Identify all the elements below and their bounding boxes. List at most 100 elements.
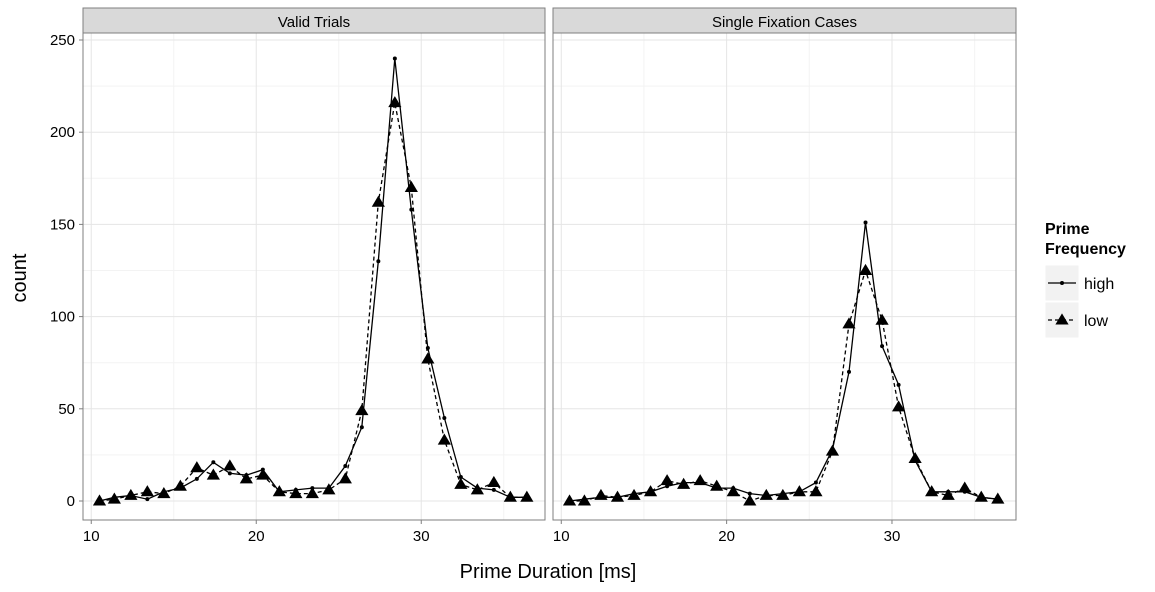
legend-marker-dot — [1060, 281, 1064, 285]
legend-title-line1: Prime — [1045, 221, 1090, 238]
panel-background — [83, 33, 545, 520]
data-point-low — [958, 481, 972, 493]
panels-layer: Valid Trials 10 20 30 0 50 100 150 200 250 Single … — [50, 7, 1017, 545]
data-point-low — [503, 490, 517, 502]
data-point-high — [343, 463, 348, 468]
data-point-low — [809, 485, 823, 497]
panel-title: Single Fixation Cases — [712, 14, 857, 31]
data-point-low — [157, 486, 171, 499]
data-point-low — [792, 485, 806, 497]
data-point-low — [256, 468, 270, 480]
data-point-low — [660, 474, 674, 486]
legend-entry-high: high — [1044, 264, 1114, 302]
data-point-low — [925, 485, 939, 497]
data-point-low — [693, 474, 707, 486]
legend: Prime Frequency high low — [1044, 221, 1126, 339]
data-point-low — [908, 451, 922, 464]
data-point-low — [239, 472, 253, 484]
x-tick-label: 20 — [248, 528, 265, 545]
data-point-low — [858, 263, 873, 275]
data-point-low — [355, 404, 369, 416]
data-point-low — [627, 488, 641, 500]
y-tick-label: 250 — [50, 32, 75, 49]
data-point-low — [322, 483, 336, 495]
panel-0: Valid Trials 10 20 30 0 50 100 150 200 250 — [50, 7, 546, 545]
legend-title-line2: Frequency — [1045, 241, 1126, 258]
x-axis-title: Prime Duration [ms] — [460, 561, 637, 583]
data-point-low — [487, 475, 501, 488]
panel-strip — [82, 7, 546, 34]
data-point-low — [305, 486, 319, 499]
data-point-high — [896, 382, 901, 387]
data-point-low — [677, 477, 691, 489]
data-point-low — [610, 490, 625, 502]
x-tick-label: 20 — [718, 528, 735, 545]
x-tick-label: 30 — [884, 528, 901, 545]
panel-border — [552, 32, 1017, 521]
data-point-low — [421, 352, 435, 364]
y-tick-label: 100 — [50, 309, 75, 326]
legend-label: low — [1084, 313, 1108, 330]
data-point-low — [891, 400, 906, 412]
panel-border — [82, 32, 546, 521]
data-point-low — [825, 444, 840, 456]
data-point-low — [594, 488, 608, 500]
data-point-high — [376, 259, 381, 264]
data-point-low — [140, 485, 154, 497]
data-point-low — [743, 494, 757, 506]
data-point-low — [92, 494, 107, 506]
data-point-low — [974, 490, 988, 502]
data-point-high — [145, 497, 150, 502]
data-point-low — [388, 96, 402, 108]
data-point-high — [442, 416, 447, 421]
data-point-low — [371, 195, 385, 207]
data-point-low — [710, 479, 724, 491]
x-tick-label: 10 — [83, 528, 100, 545]
data-point-high — [392, 56, 397, 61]
data-point-low — [107, 492, 121, 504]
data-point-low — [562, 494, 577, 506]
panel-title: Valid Trials — [278, 14, 350, 31]
data-point-high — [813, 480, 818, 485]
data-point-high — [227, 471, 232, 476]
panel-background — [553, 33, 1016, 520]
data-point-low — [875, 313, 889, 325]
legend-marker-triangle — [1055, 313, 1069, 325]
data-point-low — [338, 472, 352, 484]
y-tick-label: 200 — [50, 124, 75, 141]
data-point-low — [470, 483, 484, 495]
data-point-high — [359, 425, 364, 430]
data-point-low — [206, 468, 220, 480]
data-point-low — [404, 180, 418, 192]
data-point-low — [173, 479, 187, 491]
data-point-high — [458, 475, 463, 480]
y-tick-label: 150 — [50, 216, 75, 233]
data-point-high — [409, 207, 414, 212]
data-point-low — [643, 485, 658, 497]
data-point-low — [776, 488, 790, 500]
data-point-low — [726, 485, 740, 497]
data-point-low — [454, 477, 468, 489]
legend-entries: high low — [1044, 264, 1114, 339]
data-point-low — [190, 461, 204, 473]
data-point-high — [863, 220, 868, 225]
data-point-high — [846, 369, 851, 374]
y-axis-title: count — [9, 253, 31, 302]
y-tick-label: 0 — [67, 493, 75, 510]
data-point-high — [211, 460, 216, 465]
data-point-low — [223, 459, 237, 471]
y-tick-label: 50 — [58, 401, 75, 418]
panel-strip — [552, 7, 1017, 34]
data-point-high — [194, 476, 199, 481]
x-tick-label: 10 — [553, 528, 570, 545]
data-point-high — [665, 484, 670, 489]
data-point-low — [289, 486, 303, 499]
panel-1: Single Fixation Cases 10 20 30 — [552, 7, 1017, 545]
data-point-high — [747, 491, 752, 496]
data-point-low — [520, 490, 534, 502]
data-point-low — [437, 433, 451, 445]
data-point-high — [880, 344, 885, 349]
data-point-low — [759, 488, 773, 500]
x-tick-label: 30 — [413, 528, 430, 545]
